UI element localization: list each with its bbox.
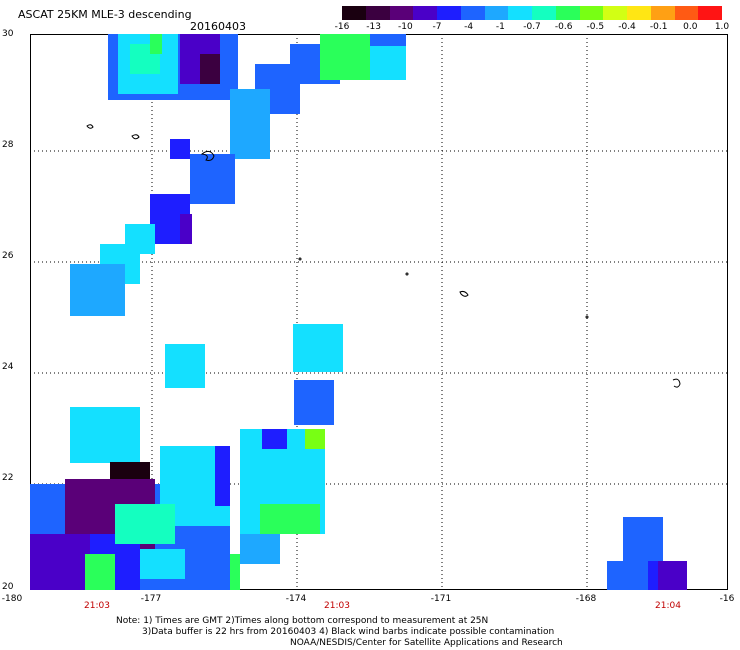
- colorbar-label: -0.4: [618, 22, 636, 32]
- colorbar: [342, 6, 722, 20]
- x-tick-174: -174: [285, 594, 307, 604]
- colorbar-label: -13: [366, 22, 382, 32]
- time-label-3: 21:04: [655, 601, 681, 611]
- colorbar-swatch: [698, 6, 722, 20]
- colorbar-swatch: [365, 6, 390, 20]
- chart-date: 20160403: [190, 20, 246, 33]
- swath-lower-left: [30, 446, 230, 590]
- chart-title: ASCAT 25KM MLE-3 descending: [18, 8, 192, 21]
- colorbar-labels: -16 -13 -10 -7 -4 -1 -0.7 -0.6 -0.5 -0.4 -0.1 0.0 1.…: [330, 22, 730, 34]
- box-cyan-2: [70, 407, 140, 463]
- swath-diagonal: [70, 44, 340, 316]
- colorbar-label: -0.1: [649, 22, 668, 32]
- y-tick-24: 24: [2, 362, 14, 372]
- colorbar-swatch: [484, 6, 509, 20]
- colorbar-swatch: [555, 6, 580, 20]
- islands: [86, 124, 681, 388]
- colorbar-swatch: [674, 6, 699, 20]
- x-tick-165: -16: [719, 594, 735, 604]
- y-tick-20: 20: [2, 582, 14, 592]
- colorbar-label: -4: [464, 22, 474, 32]
- note-line-1: Note: 1) Times are GMT 2)Times along bot…: [116, 616, 489, 626]
- colorbar-label: -7: [432, 22, 442, 32]
- time-label-1: 21:03: [84, 601, 110, 611]
- x-tick-180: -180: [1, 594, 23, 604]
- colorbar-label: -0.6: [554, 22, 573, 32]
- colorbar-swatch: [413, 6, 437, 20]
- colorbar-label: -10: [397, 22, 413, 32]
- colorbar-swatch: [389, 6, 414, 20]
- colorbar-label: 1.0: [714, 22, 730, 32]
- colorbar-label: -0.5: [586, 22, 605, 32]
- colorbar-label: -1: [495, 22, 505, 32]
- y-tick-26: 26: [2, 251, 14, 261]
- swath-lower-middle: [200, 429, 325, 590]
- note-line-2: 3)Data buffer is 22 hrs from 20160403 4)…: [142, 627, 555, 637]
- colorbar-swatch: [603, 6, 627, 20]
- x-tick-171: -171: [430, 594, 452, 604]
- note-line-3: NOAA/NESDIS/Center for Satellite Applica…: [290, 638, 563, 648]
- box-cyan-1: [165, 344, 205, 388]
- swath-top-right: [320, 34, 406, 80]
- x-tick-177: -177: [140, 594, 162, 604]
- colorbar-label: 0.0: [683, 22, 698, 32]
- x-tick-168: -168: [575, 594, 597, 604]
- colorbar-label: -16: [334, 22, 350, 32]
- time-label-2: 21:03: [324, 601, 350, 611]
- colorbar-swatch: [579, 6, 604, 20]
- colorbar-label: -0.7: [523, 22, 541, 32]
- colorbar-swatch: [650, 6, 675, 20]
- box-blue-1: [294, 380, 334, 425]
- colorbar-swatch: [342, 6, 366, 20]
- colorbar-swatch: [532, 6, 556, 20]
- y-tick-22: 22: [2, 473, 14, 483]
- swath-bottom-right: [607, 517, 687, 590]
- map-svg: [30, 34, 728, 590]
- y-tick-28: 28: [2, 140, 14, 150]
- box-cyan-3: [293, 324, 343, 372]
- colorbar-swatch: [460, 6, 485, 20]
- swath-top-left: [108, 34, 238, 100]
- colorbar-swatch: [508, 6, 532, 20]
- colorbar-swatch: [627, 6, 651, 20]
- colorbar-swatch: [437, 6, 461, 20]
- map-plot-area: [30, 34, 728, 590]
- y-tick-30: 30: [2, 29, 14, 39]
